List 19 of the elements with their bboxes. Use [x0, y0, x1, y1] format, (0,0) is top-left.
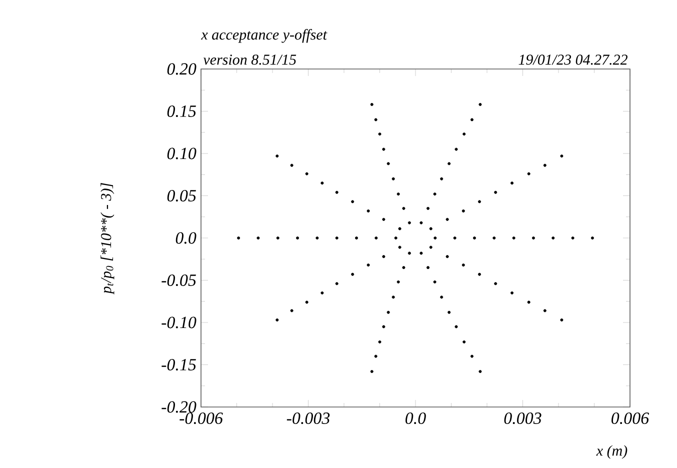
text: version 8.51/15 [203, 54, 296, 65]
x-tick-label: 0.006 [612, 412, 650, 424]
y-tick-label: 0.20 [167, 63, 196, 75]
x-tick-label: -0.003 [286, 412, 330, 424]
y-axis-title: p$_{t}$/p$_{0}$ [*10**( - 3)] [100, 183, 114, 294]
y-tick-label: 0.15 [167, 105, 196, 118]
x-axis-title: x (m) [596, 445, 628, 459]
y-tick-label: -0.05 [162, 274, 196, 286]
y-tick-label: -0.10 [162, 316, 196, 328]
y-tick-label: -0.15 [162, 358, 196, 371]
text: 19/01/23 04.27.22 [518, 54, 628, 65]
y-tick-label: 0.05 [167, 190, 196, 202]
y-tick-label: 0.10 [167, 148, 196, 160]
x-tick-label: 0.0 [406, 412, 426, 424]
y-tick-label: 0.0 [176, 232, 196, 244]
y-tick-label: -0.20 [162, 401, 196, 413]
chart-title: x acceptance y-offset [201, 29, 328, 43]
x-tick-label: 0.003 [504, 412, 542, 424]
x-tick-label: -0.006 [180, 412, 223, 424]
